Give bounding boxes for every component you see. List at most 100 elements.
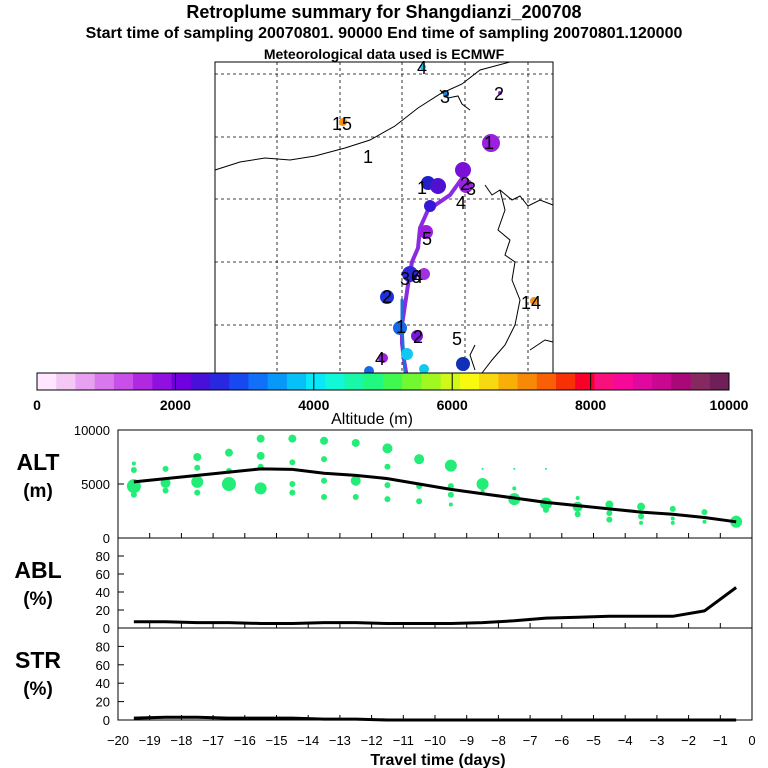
x-tick-label: −15 [265, 733, 287, 748]
y-tick-label: 80 [96, 549, 110, 564]
y-tick-label: 20 [96, 603, 110, 618]
colorbar-cell [498, 373, 519, 390]
y-tick-label: 20 [96, 695, 110, 710]
altitude-scatter-point [476, 478, 489, 490]
trajectory-label: 1 [363, 147, 373, 167]
trajectory-label: 5 [422, 229, 432, 249]
y-tick-label: 0 [103, 531, 110, 546]
colorbar-cell [133, 373, 153, 390]
trajectory-point [401, 348, 413, 360]
panel-frame [117, 429, 753, 539]
series-line [133, 467, 737, 524]
altitude-scatter-point [320, 436, 329, 445]
colorbar-cell [440, 373, 461, 390]
trajectory-label: 4 [417, 58, 427, 78]
altitude-scatter-point [221, 477, 236, 491]
map-frame [214, 61, 554, 374]
altitude-scatter-point [544, 467, 547, 470]
y-tick-label: 10000 [74, 423, 110, 438]
altitude-scatter-point [416, 498, 423, 505]
altitude-scatter-point [289, 489, 296, 496]
colorbar-tick-label: 2000 [160, 397, 191, 413]
altitude-scatter-point [288, 434, 297, 443]
x-tick-label: −4 [618, 733, 633, 748]
y-tick-label: 0 [103, 621, 110, 636]
colorbar-cell [690, 373, 711, 390]
altitude-scatter-point [447, 491, 454, 498]
altitude-scatter-point [513, 467, 516, 470]
colorbar-cell [536, 373, 557, 390]
altitude-scatter-point [639, 520, 644, 525]
trajectory-point [455, 162, 471, 178]
altitude-scatter-point [384, 482, 391, 489]
colorbar-cell [709, 373, 730, 390]
trajectory-label: 4 [375, 349, 385, 369]
trajectory-point [420, 64, 426, 70]
x-tick-label: −7 [523, 733, 538, 748]
colorbar-cell [210, 373, 230, 390]
colorbar-tick-label: 10000 [710, 397, 749, 413]
y-tick-label: 60 [96, 658, 110, 673]
trajectory-label: 1 [484, 133, 494, 153]
colorbar-cell [75, 373, 96, 390]
y-axis-label-name: ALT [16, 449, 59, 475]
colorbar-cell [56, 373, 76, 390]
colorbar-cell [421, 373, 442, 390]
colorbar-cells [37, 373, 730, 390]
trajectory-label: 2 [413, 327, 423, 347]
altitude-scatter-point [670, 516, 675, 521]
colorbar-tick-label: 6000 [437, 397, 468, 413]
colorbar-cell [613, 373, 634, 390]
x-tick-label: −2 [681, 733, 696, 748]
meteorology-line: Meteorological data used is ECMWF [263, 46, 505, 62]
colorbar-cell [190, 373, 211, 390]
trajectory-label: 3 [400, 269, 410, 289]
colorbar-label: Altitude (m) [331, 411, 413, 428]
x-tick-label: −19 [139, 733, 161, 748]
altitude-scatter-point [670, 520, 675, 525]
altitude-scatter-point [701, 509, 708, 516]
x-tick-label: −12 [361, 733, 383, 748]
colorbar-cell [671, 373, 692, 390]
trajectory-label: 2 [460, 174, 470, 194]
altitude-scatter-point [350, 475, 361, 486]
trajectory-point [419, 364, 429, 374]
series-line [133, 586, 738, 625]
series-line [133, 715, 737, 722]
y-tick-label: 5000 [81, 477, 110, 492]
x-tick-label: −16 [234, 733, 256, 748]
panel-str: 0 20 40 60 80 STR (%) [15, 627, 753, 728]
sampling-time-line: Start time of sampling 20070801. 90000 E… [85, 25, 683, 42]
altitude-scatter-point [605, 500, 614, 509]
trajectory-point [443, 92, 449, 98]
trajectory-label: 2 [382, 287, 392, 307]
colorbar-cell [325, 373, 346, 390]
y-tick-label: 80 [96, 639, 110, 654]
trajectory-label: 14 [521, 293, 541, 313]
altitude-scatter-point [351, 438, 360, 447]
altitude-scatter-point [193, 453, 202, 461]
altitude-scatter-point [191, 475, 204, 488]
time-series-panels: 0 5000 10000 ALT (m) 0 20 40 60 80 ABL (%) 0 20 40 60 80… [14, 423, 755, 748]
altitude-scatter-point [352, 493, 359, 500]
altitude-scatter-point [638, 513, 645, 520]
panel-abl: 0 20 40 60 80 ABL (%) [14, 537, 753, 636]
x-axis-label: Travel time (days) [370, 752, 505, 768]
altitude-scatter-point [254, 482, 267, 495]
trajectory-label: 2 [494, 84, 504, 104]
x-tick-label: −13 [329, 733, 351, 748]
altitude-scatter-point [321, 456, 328, 463]
panel-frame [117, 627, 753, 721]
colorbar-ticks: 0 2000 4000 6000 8000 10000 [33, 373, 749, 413]
trajectory-point [482, 134, 500, 152]
altitude-scatter-point [256, 451, 265, 460]
x-tick-label: −5 [586, 733, 601, 748]
x-axis-ticks: −20 −19 −18 −17 −16 −15 −14 −13 −12 −11 −10 −9 −8 −7−… [107, 733, 756, 748]
y-axis-label-unit: (m) [23, 481, 53, 502]
colorbar-cell [632, 373, 653, 390]
x-tick-label: −20 [107, 733, 129, 748]
altitude-scatter-point [702, 519, 707, 524]
colorbar-cell [402, 373, 422, 390]
colorbar-cell [344, 373, 365, 390]
